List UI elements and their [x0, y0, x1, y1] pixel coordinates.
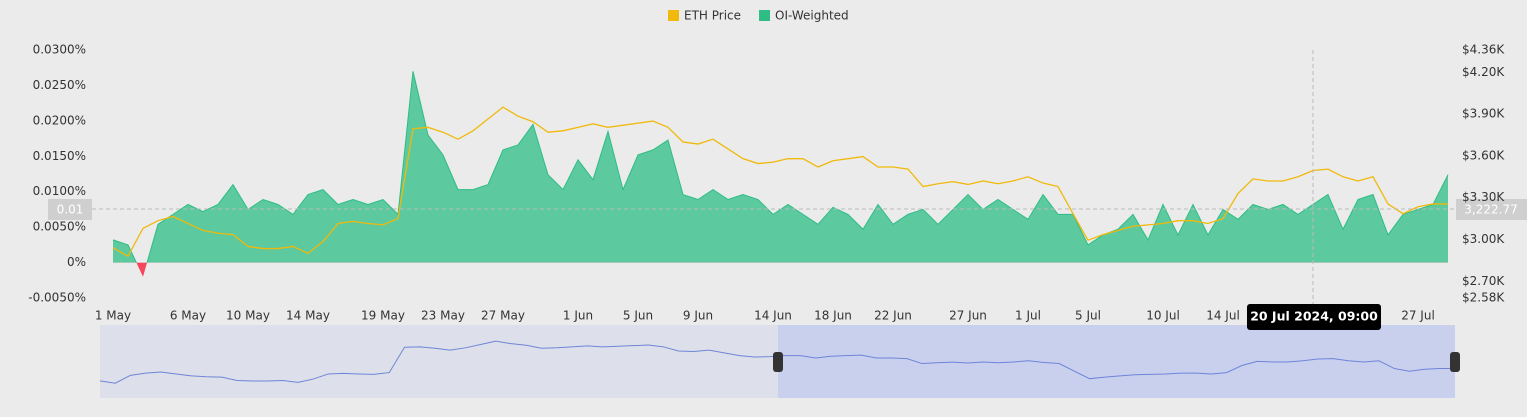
- crosshair-y-box: [48, 199, 92, 220]
- y2-tick-label: $3.90K: [1462, 107, 1505, 121]
- crosshair-y2-label: 3,222.77: [1464, 203, 1517, 217]
- x-tick-label: 9 Jun: [683, 309, 713, 323]
- y-tick-label: 0%: [67, 255, 86, 269]
- tooltip-box: [1247, 304, 1381, 330]
- legend-label: ETH Price: [684, 9, 741, 23]
- oi-area: [113, 71, 1448, 263]
- y2-tick-label: $2.58K: [1462, 291, 1505, 305]
- y-tick-label: 0.0250%: [33, 78, 86, 92]
- x-tick-label: 10 Jul: [1146, 309, 1180, 323]
- y2-tick-label: $4.20K: [1462, 65, 1505, 79]
- oi-area-negative: [136, 262, 148, 277]
- y-tick-label: 0.0100%: [33, 184, 86, 198]
- navigator-background: [100, 325, 778, 398]
- crosshair-y-label: 0.01: [57, 203, 84, 217]
- navigator-handle[interactable]: [773, 352, 783, 372]
- y2-tick-label: $3.30K: [1462, 190, 1505, 204]
- navigator-selection[interactable]: [778, 325, 1455, 398]
- legend-swatch: [759, 10, 771, 21]
- y-tick-label: 0.0050%: [33, 220, 86, 234]
- y2-tick-label: $2.70K: [1462, 274, 1505, 288]
- y-tick-label: -0.0050%: [28, 291, 86, 305]
- x-tick-label: 14 May: [286, 309, 330, 323]
- crosshair-y2-box: [1456, 199, 1527, 220]
- x-tick-label: 27 Jul: [1401, 309, 1435, 323]
- x-tick-label: 27 Jun: [949, 309, 987, 323]
- legend-label: OI-Weighted: [775, 9, 849, 23]
- navigator-handle[interactable]: [1450, 352, 1460, 372]
- y2-tick-label: $3.00K: [1462, 232, 1505, 246]
- y2-tick-label: $4.36K: [1462, 43, 1505, 57]
- x-tick-label: 14 Jun: [754, 309, 792, 323]
- x-tick-label: 23 May: [421, 309, 465, 323]
- x-tick-label: 1 Jul: [1015, 309, 1041, 323]
- x-tick-label: 1 Jun: [563, 309, 593, 323]
- legend-swatch: [668, 10, 679, 21]
- y2-tick-label: $3.60K: [1462, 148, 1505, 162]
- y-tick-label: 0.0150%: [33, 149, 86, 163]
- x-tick-label: 14 Jul: [1206, 309, 1240, 323]
- x-tick-label: 27 May: [481, 309, 525, 323]
- x-tick-label: 22 Jun: [874, 309, 912, 323]
- x-tick-label: 10 May: [226, 309, 270, 323]
- x-tick-label: 6 May: [170, 309, 206, 323]
- x-tick-label: 5 Jun: [623, 309, 653, 323]
- y-tick-label: 0.0300%: [33, 43, 86, 57]
- x-tick-label: 5 Jul: [1075, 309, 1101, 323]
- price-line: [112, 106, 1448, 258]
- x-tick-label: 1 May: [95, 309, 131, 323]
- x-tick-label: 18 Jun: [814, 309, 852, 323]
- tooltip-date: 20 Jul 2024, 09:00: [1250, 309, 1378, 324]
- x-tick-label: 19 May: [361, 309, 405, 323]
- y-tick-label: 0.0200%: [33, 113, 86, 127]
